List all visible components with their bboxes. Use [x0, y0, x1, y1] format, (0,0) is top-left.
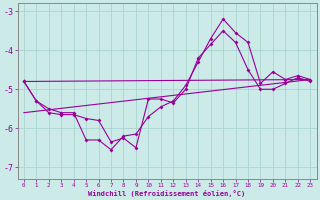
- X-axis label: Windchill (Refroidissement éolien,°C): Windchill (Refroidissement éolien,°C): [88, 190, 246, 197]
